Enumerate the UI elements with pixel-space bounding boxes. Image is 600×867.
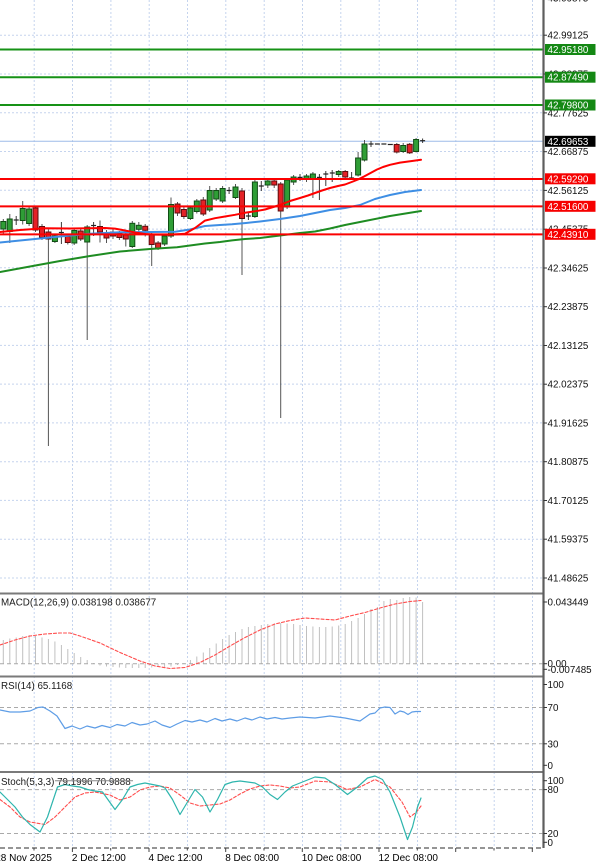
svg-text:20: 20 [548, 829, 559, 840]
svg-text:42.77625: 42.77625 [548, 108, 589, 119]
svg-text:42.34625: 42.34625 [548, 264, 589, 275]
svg-text:MACD(12,26,9) 0.038198 0.03867: MACD(12,26,9) 0.038198 0.038677 [1, 597, 156, 608]
svg-text:42.13125: 42.13125 [548, 341, 589, 352]
svg-text:0.043449: 0.043449 [548, 598, 589, 609]
svg-text:41.70125: 41.70125 [548, 496, 589, 507]
svg-text:10 Dec 08:00: 10 Dec 08:00 [302, 853, 362, 864]
svg-text:100: 100 [548, 680, 565, 691]
svg-text:42.87490: 42.87490 [548, 73, 589, 84]
svg-text:41.91625: 41.91625 [548, 419, 589, 430]
svg-text:0.00: 0.00 [548, 659, 568, 670]
svg-text:12 Dec 08:00: 12 Dec 08:00 [379, 853, 439, 864]
svg-text:42.43910: 42.43910 [548, 230, 589, 241]
svg-text:-0.007485: -0.007485 [548, 665, 593, 676]
svg-text:43.09875: 43.09875 [548, 0, 589, 5]
svg-text:42.95180: 42.95180 [548, 45, 589, 56]
svg-text:8 Dec 08:00: 8 Dec 08:00 [225, 853, 279, 864]
svg-text:Stoch(5,3,3) 79.1996 70.9888: Stoch(5,3,3) 79.1996 70.9888 [1, 777, 131, 788]
svg-text:30: 30 [548, 739, 559, 750]
svg-text:42.69653: 42.69653 [548, 137, 589, 148]
svg-text:41.59375: 41.59375 [548, 535, 589, 546]
svg-text:42.02375: 42.02375 [548, 380, 589, 391]
svg-text:42.51600: 42.51600 [548, 202, 589, 213]
svg-text:41.48625: 41.48625 [548, 574, 589, 585]
svg-text:42.79800: 42.79800 [548, 101, 589, 112]
svg-text:4 Dec 12:00: 4 Dec 12:00 [149, 853, 203, 864]
svg-text:RSI(14) 65.1168: RSI(14) 65.1168 [1, 681, 73, 692]
svg-text:41.80875: 41.80875 [548, 457, 589, 468]
svg-text:42.56125: 42.56125 [548, 186, 589, 197]
svg-text:42.23875: 42.23875 [548, 302, 589, 313]
svg-text:0: 0 [548, 761, 554, 772]
svg-text:100: 100 [548, 776, 565, 787]
svg-text:70: 70 [548, 703, 559, 714]
svg-text:0: 0 [548, 838, 554, 849]
svg-text:42.66875: 42.66875 [548, 147, 589, 158]
svg-text:42.59290: 42.59290 [548, 174, 589, 185]
svg-text:2 Dec 12:00: 2 Dec 12:00 [72, 853, 126, 864]
svg-text:42.99125: 42.99125 [548, 31, 589, 42]
svg-text:28 Nov 2025: 28 Nov 2025 [0, 853, 52, 864]
svg-text:80: 80 [548, 785, 559, 796]
